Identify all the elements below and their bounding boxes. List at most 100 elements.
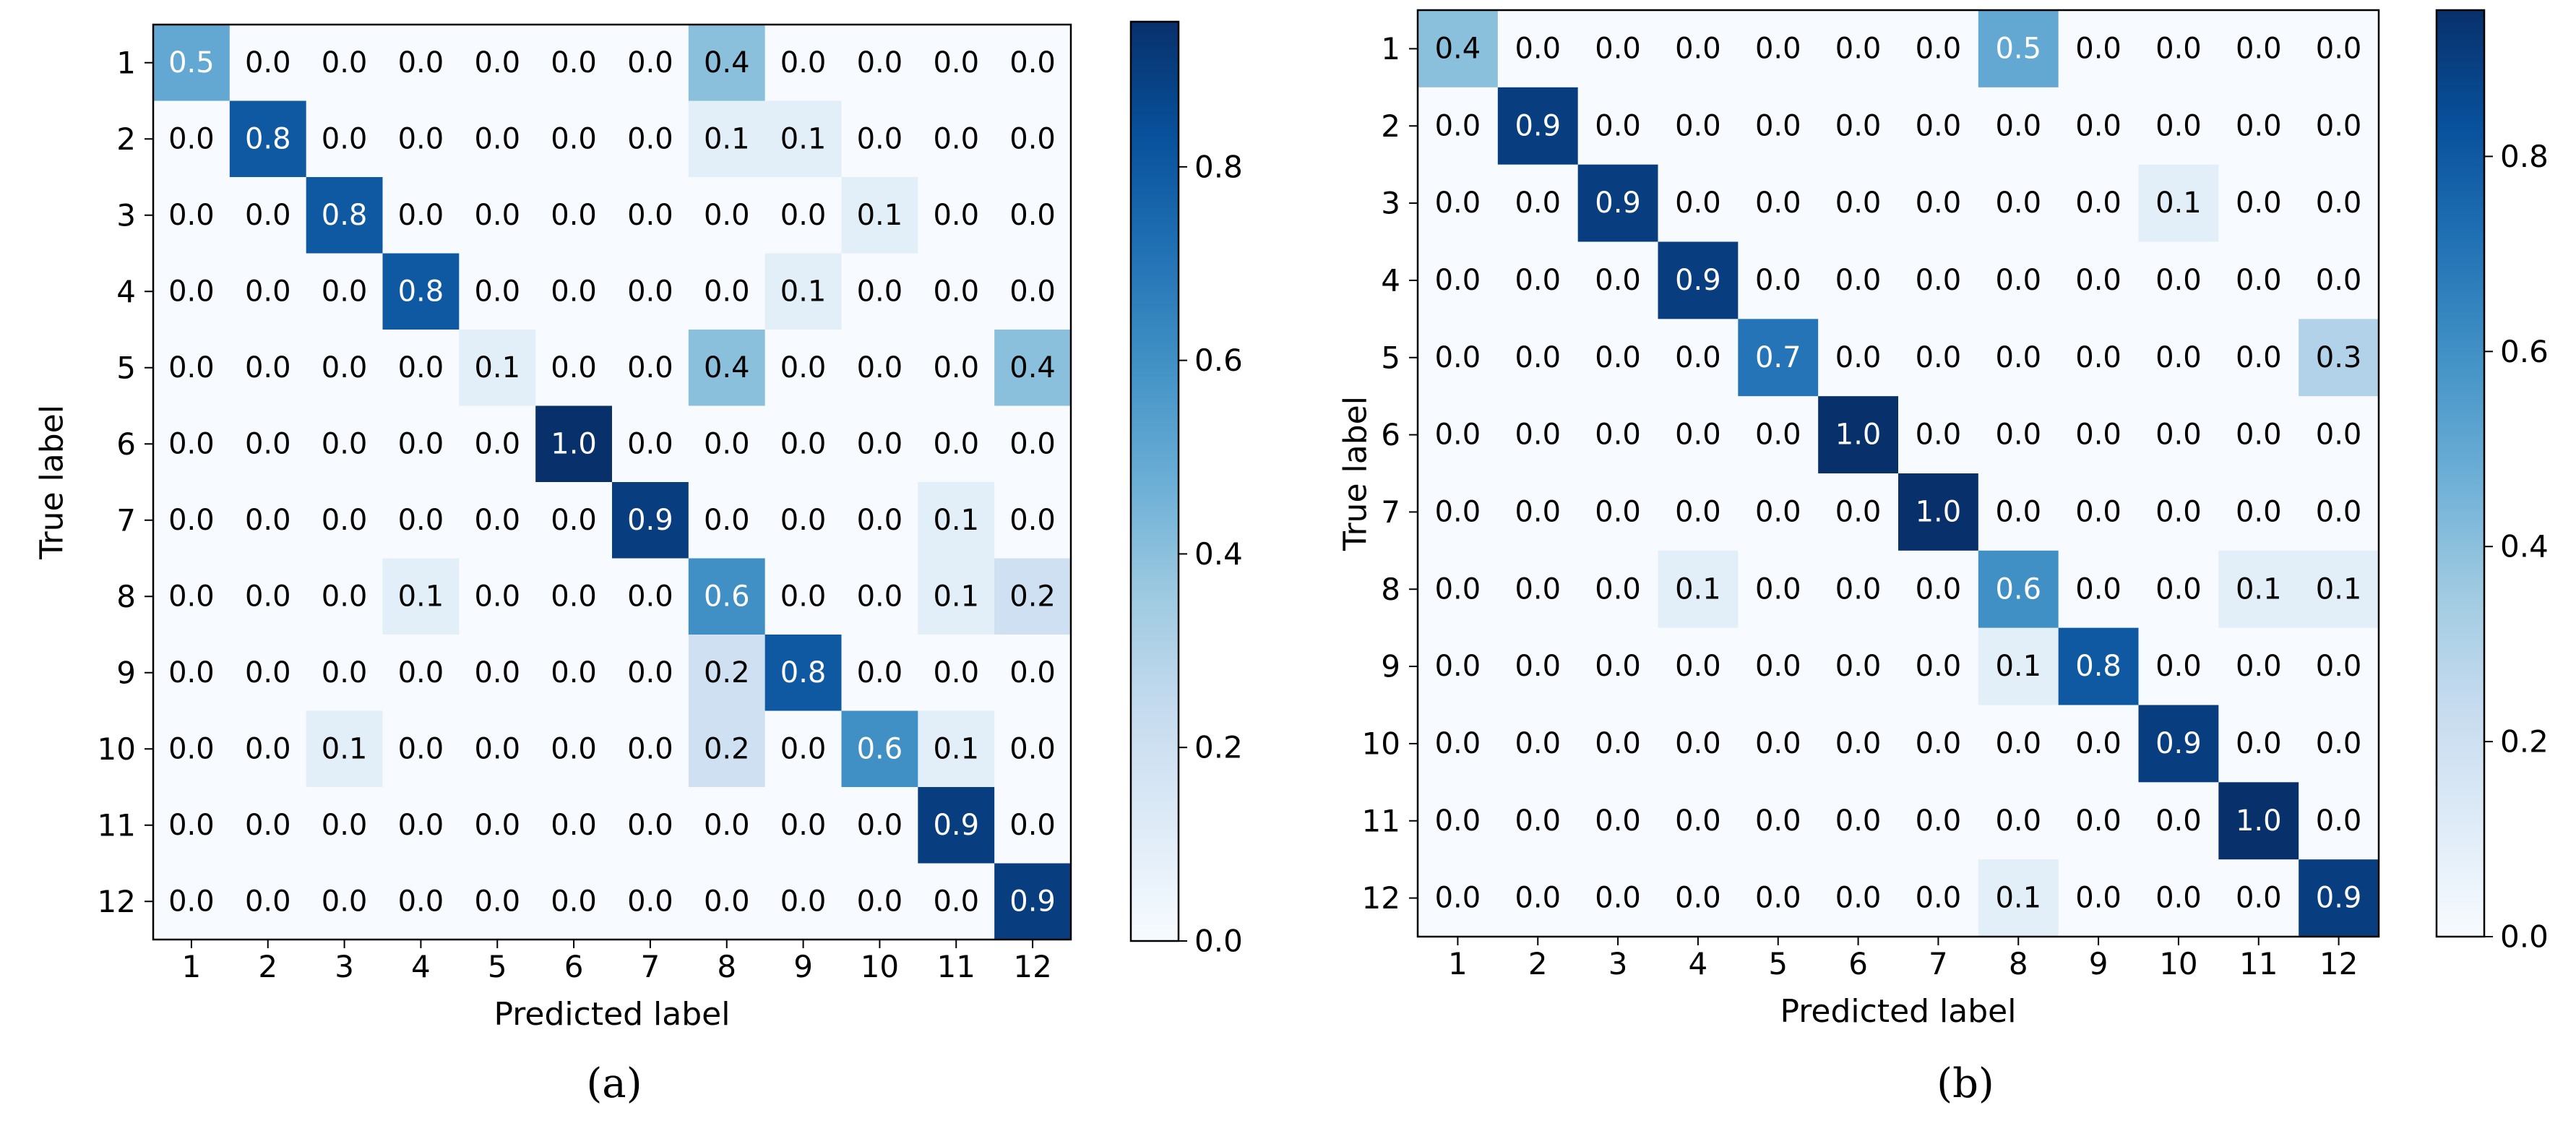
heatmap-cell	[1978, 473, 2059, 551]
y-tick-label: 12	[1362, 880, 1400, 916]
y-tick-label: 11	[1362, 803, 1400, 838]
cell-value-label: 0.0	[322, 885, 368, 918]
heatmap-cell	[229, 177, 307, 254]
cell-value-label: 0.0	[245, 885, 291, 918]
heatmap-cell	[1658, 241, 1739, 319]
cell-value-label: 0.0	[1755, 804, 1801, 838]
cell-value-label: 0.0	[933, 122, 979, 155]
heatmap-cell	[612, 25, 689, 102]
heatmap-cell	[612, 405, 689, 483]
cell-value-label: 0.0	[1835, 109, 1882, 142]
cell-value-label: 0.1	[398, 580, 444, 613]
x-tick-label: 5	[488, 949, 507, 984]
cell-value-label: 0.0	[1515, 32, 1561, 65]
cell-value-label: 0.1	[474, 351, 520, 384]
cell-value-label: 0.0	[1755, 186, 1801, 220]
cell-value-label: 0.0	[2075, 572, 2121, 606]
cell-value-label: 0.0	[1916, 727, 1962, 760]
cell-value-label: 0.0	[2075, 804, 2121, 838]
heatmap-cell	[2218, 705, 2299, 783]
cell-value-label: 0.0	[780, 885, 827, 918]
cell-value-label: 0.0	[1009, 275, 1056, 308]
cell-value-label: 0.0	[245, 504, 291, 537]
heatmap-cell	[306, 177, 384, 254]
cell-value-label: 0.0	[627, 351, 673, 384]
cell-value-label: 0.0	[398, 504, 444, 537]
x-tick-label: 11	[937, 949, 975, 984]
heatmap-cell	[1738, 396, 1819, 474]
y-tick-label: 2	[1381, 108, 1400, 144]
cell-value-label: 0.0	[1675, 32, 1721, 65]
cell-value-label: 0.0	[857, 656, 903, 689]
cell-value-label: 0.0	[1675, 186, 1721, 220]
heatmap-cell	[1818, 319, 1899, 397]
colorbar-tick-label: 0.0	[2500, 919, 2549, 955]
cell-value-label: 0.2	[704, 732, 750, 765]
heatmap-cell	[2138, 319, 2219, 397]
cell-value-label: 0.0	[1675, 882, 1721, 915]
cell-value-label: 0.0	[857, 809, 903, 842]
heatmap-cell	[612, 558, 689, 635]
cell-value-label: 0.0	[1595, 341, 1641, 374]
heatmap-cell	[1658, 10, 1739, 88]
heatmap-cell	[153, 635, 231, 712]
cell-value-label: 0.1	[2155, 186, 2202, 220]
heatmap-cell	[459, 710, 536, 788]
heatmap-cell	[688, 253, 766, 330]
heatmap-cell	[1577, 319, 1659, 397]
cell-value-label: 0.0	[1916, 341, 1962, 374]
heatmap-cell	[918, 635, 995, 712]
cell-value-label: 0.0	[1515, 341, 1561, 374]
cell-value-label: 0.0	[1595, 727, 1641, 760]
y-tick-label: 10	[98, 731, 136, 767]
cell-value-label: 0.0	[245, 809, 291, 842]
cell-value-label: 0.0	[168, 656, 215, 689]
colorbar-tick-label: 0.0	[1194, 924, 1243, 959]
cell-value-label: 0.0	[1009, 122, 1056, 155]
cell-value-label: 0.0	[2316, 109, 2362, 142]
cell-value-label: 0.0	[1009, 199, 1056, 232]
heatmap-cell	[1497, 241, 1579, 319]
heatmap-cell	[1577, 10, 1659, 88]
cell-value-label: 0.0	[1435, 109, 1481, 142]
heatmap-cell	[2058, 550, 2140, 629]
cell-value-label: 0.0	[2236, 186, 2282, 220]
plot-frame	[152, 23, 1072, 941]
heatmap-cell	[994, 177, 1072, 254]
cell-value-label: 0.1	[857, 199, 903, 232]
heatmap-cell	[2218, 550, 2299, 629]
heatmap-cell	[2058, 10, 2140, 88]
cell-value-label: 0.0	[245, 275, 291, 308]
heatmap-cell	[2218, 319, 2299, 397]
cell-value-label: 0.0	[1515, 186, 1561, 220]
cell-value-label: 0.0	[474, 656, 520, 689]
cell-value-label: 0.0	[2075, 495, 2121, 528]
heatmap-cell	[688, 863, 766, 940]
heatmap-cell	[229, 330, 307, 407]
x-tick-label: 11	[2239, 946, 2278, 981]
cell-value-label: 0.0	[780, 351, 827, 384]
heatmap-cell	[612, 100, 689, 178]
cell-value-label: 0.0	[704, 885, 750, 918]
heatmap-cell	[2058, 87, 2140, 166]
colorbar	[2435, 9, 2486, 938]
cell-value-label: 0.0	[1755, 572, 1801, 606]
cell-value-label: 0.0	[2155, 109, 2202, 142]
heatmap-cell	[841, 405, 918, 483]
heatmap-cell	[535, 253, 613, 330]
cell-value-label: 0.0	[1515, 882, 1561, 915]
cell-value-label: 0.0	[1755, 264, 1801, 297]
cell-value-label: 0.0	[1916, 109, 1962, 142]
heatmap-cell	[1738, 164, 1819, 243]
cell-value-label: 0.8	[398, 275, 444, 308]
cell-value-label: 0.0	[1675, 418, 1721, 452]
cell-value-label: 0.0	[245, 656, 291, 689]
heatmap-cell	[994, 635, 1072, 712]
heatmap-cell	[688, 482, 766, 559]
y-tick-label: 4	[116, 274, 136, 309]
cell-value-label: 0.0	[1435, 804, 1481, 838]
heatmap-cell	[535, 100, 613, 178]
heatmap-cell	[229, 863, 307, 940]
cell-value-label: 0.1	[780, 122, 827, 155]
cell-value-label: 0.1	[933, 580, 979, 613]
